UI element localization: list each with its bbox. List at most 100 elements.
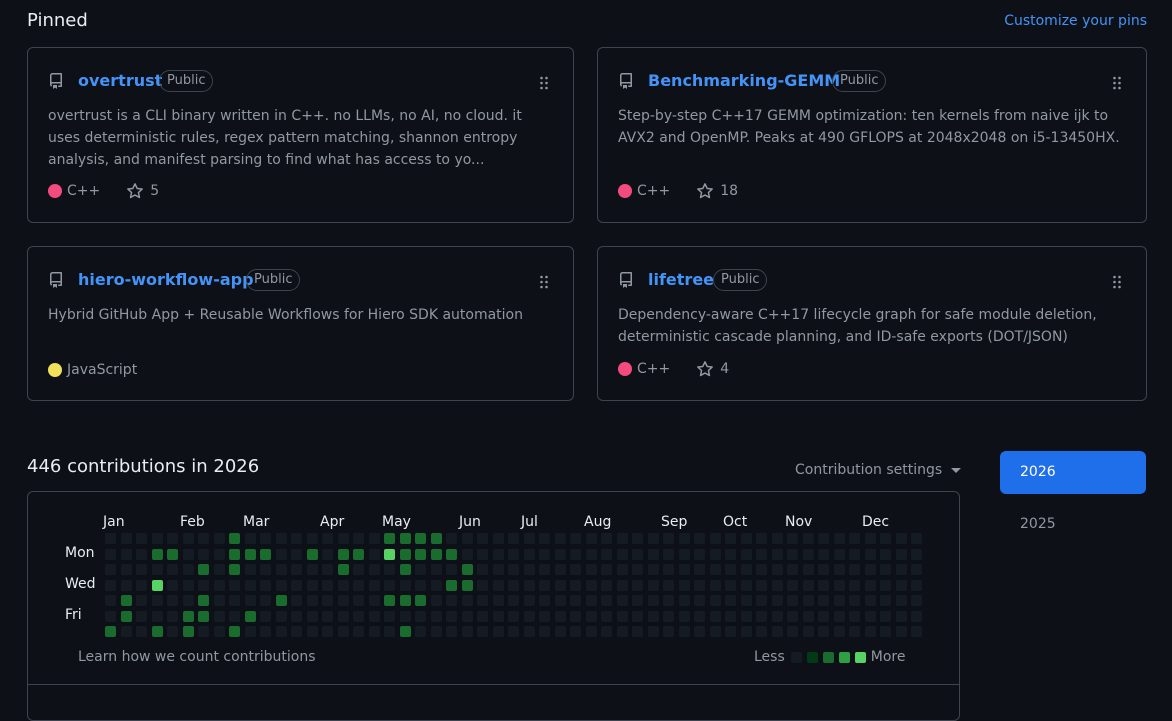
contribution-day-cell[interactable] [105, 610, 116, 622]
contribution-day-cell[interactable] [523, 626, 535, 637]
contribution-day-cell[interactable] [291, 564, 302, 575]
contribution-day-cell[interactable] [523, 610, 535, 622]
contribution-day-cell[interactable] [725, 579, 736, 591]
contribution-day-cell[interactable] [446, 533, 457, 544]
contribution-day-cell[interactable] [213, 610, 225, 622]
contribution-day-cell[interactable] [864, 610, 876, 622]
contribution-day-cell[interactable] [167, 610, 178, 622]
contribution-day-cell[interactable] [601, 548, 612, 560]
contribution-day-cell[interactable] [492, 610, 504, 622]
contribution-day-cell[interactable] [616, 533, 628, 544]
contribution-day-cell[interactable] [880, 626, 891, 637]
contribution-day-cell[interactable] [337, 579, 349, 591]
contribution-day-cell[interactable] [120, 626, 132, 637]
contribution-day-cell[interactable] [802, 595, 814, 606]
contribution-day-cell[interactable] [337, 626, 349, 637]
contribution-day-cell[interactable] [384, 595, 395, 606]
contribution-day-cell[interactable] [151, 579, 163, 591]
contribution-day-cell[interactable] [353, 610, 364, 622]
contribution-day-cell[interactable] [632, 595, 643, 606]
contribution-day-cell[interactable] [508, 564, 519, 575]
contribution-day-cell[interactable] [740, 564, 752, 575]
contribution-day-cell[interactable] [802, 579, 814, 591]
contribution-day-cell[interactable] [895, 579, 907, 591]
contribution-day-cell[interactable] [725, 548, 736, 560]
contribution-day-cell[interactable] [663, 548, 674, 560]
contribution-day-cell[interactable] [322, 579, 333, 591]
contribution-day-cell[interactable] [415, 579, 426, 591]
contribution-day-cell[interactable] [709, 564, 721, 575]
contribution-day-cell[interactable] [105, 579, 116, 591]
contribution-day-cell[interactable] [120, 533, 132, 544]
contribution-day-cell[interactable] [508, 579, 519, 591]
contribution-day-cell[interactable] [446, 564, 457, 575]
contribution-day-cell[interactable] [415, 610, 426, 622]
contribution-day-cell[interactable] [213, 533, 225, 544]
contribution-day-cell[interactable] [182, 626, 194, 637]
contribution-day-cell[interactable] [601, 610, 612, 622]
contribution-day-cell[interactable] [477, 533, 488, 544]
drag-handle-icon[interactable] [539, 75, 549, 91]
contribution-day-cell[interactable] [725, 533, 736, 544]
stargazers-link[interactable]: 5 [126, 182, 159, 200]
contribution-day-cell[interactable] [368, 595, 380, 606]
contribution-day-cell[interactable] [167, 626, 178, 637]
contribution-day-cell[interactable] [539, 626, 550, 637]
contribution-day-cell[interactable] [554, 548, 566, 560]
contribution-day-cell[interactable] [291, 595, 302, 606]
contribution-day-cell[interactable] [663, 533, 674, 544]
contribution-day-cell[interactable] [136, 610, 147, 622]
contribution-day-cell[interactable] [260, 579, 271, 591]
contribution-day-cell[interactable] [647, 626, 659, 637]
contribution-day-cell[interactable] [616, 595, 628, 606]
contribution-day-cell[interactable] [415, 564, 426, 575]
contribution-day-cell[interactable] [492, 533, 504, 544]
contribution-day-cell[interactable] [740, 595, 752, 606]
contribution-day-cell[interactable] [694, 610, 705, 622]
contribution-day-cell[interactable] [709, 626, 721, 637]
contribution-day-cell[interactable] [787, 548, 798, 560]
contribution-day-cell[interactable] [446, 548, 457, 560]
contribution-day-cell[interactable] [523, 548, 535, 560]
contribution-day-cell[interactable] [570, 595, 581, 606]
contribution-day-cell[interactable] [213, 579, 225, 591]
contribution-day-cell[interactable] [353, 579, 364, 591]
contribution-day-cell[interactable] [771, 626, 783, 637]
contribution-day-cell[interactable] [802, 564, 814, 575]
contribution-day-cell[interactable] [213, 548, 225, 560]
contribution-day-cell[interactable] [136, 564, 147, 575]
contribution-day-cell[interactable] [911, 579, 922, 591]
contribution-day-cell[interactable] [260, 595, 271, 606]
contribution-day-cell[interactable] [198, 533, 209, 544]
contribution-day-cell[interactable] [337, 533, 349, 544]
contribution-day-cell[interactable] [229, 533, 240, 544]
contribution-day-cell[interactable] [523, 533, 535, 544]
contribution-day-cell[interactable] [322, 595, 333, 606]
contribution-day-cell[interactable] [647, 564, 659, 575]
contribution-day-cell[interactable] [213, 595, 225, 606]
contribution-day-cell[interactable] [430, 533, 442, 544]
contribution-day-cell[interactable] [833, 533, 845, 544]
repo-name-link[interactable]: Benchmarking-GEMM [648, 71, 841, 90]
contribution-day-cell[interactable] [446, 579, 457, 591]
contribution-day-cell[interactable] [802, 626, 814, 637]
contribution-day-cell[interactable] [787, 533, 798, 544]
contribution-day-cell[interactable] [461, 579, 473, 591]
contribution-day-cell[interactable] [818, 626, 829, 637]
contribution-day-cell[interactable] [399, 564, 411, 575]
contribution-day-cell[interactable] [244, 564, 256, 575]
contribution-day-cell[interactable] [895, 533, 907, 544]
contribution-day-cell[interactable] [911, 533, 922, 544]
contribution-day-cell[interactable] [353, 595, 364, 606]
contribution-day-cell[interactable] [275, 564, 287, 575]
contribution-day-cell[interactable] [771, 533, 783, 544]
contribution-day-cell[interactable] [275, 533, 287, 544]
drag-handle-icon[interactable] [1112, 274, 1122, 290]
contribution-day-cell[interactable] [430, 595, 442, 606]
stargazers-link[interactable]: 18 [696, 182, 738, 200]
contribution-day-cell[interactable] [306, 548, 318, 560]
contribution-day-cell[interactable] [911, 548, 922, 560]
contribution-day-cell[interactable] [477, 610, 488, 622]
contribution-day-cell[interactable] [523, 564, 535, 575]
contribution-day-cell[interactable] [120, 579, 132, 591]
